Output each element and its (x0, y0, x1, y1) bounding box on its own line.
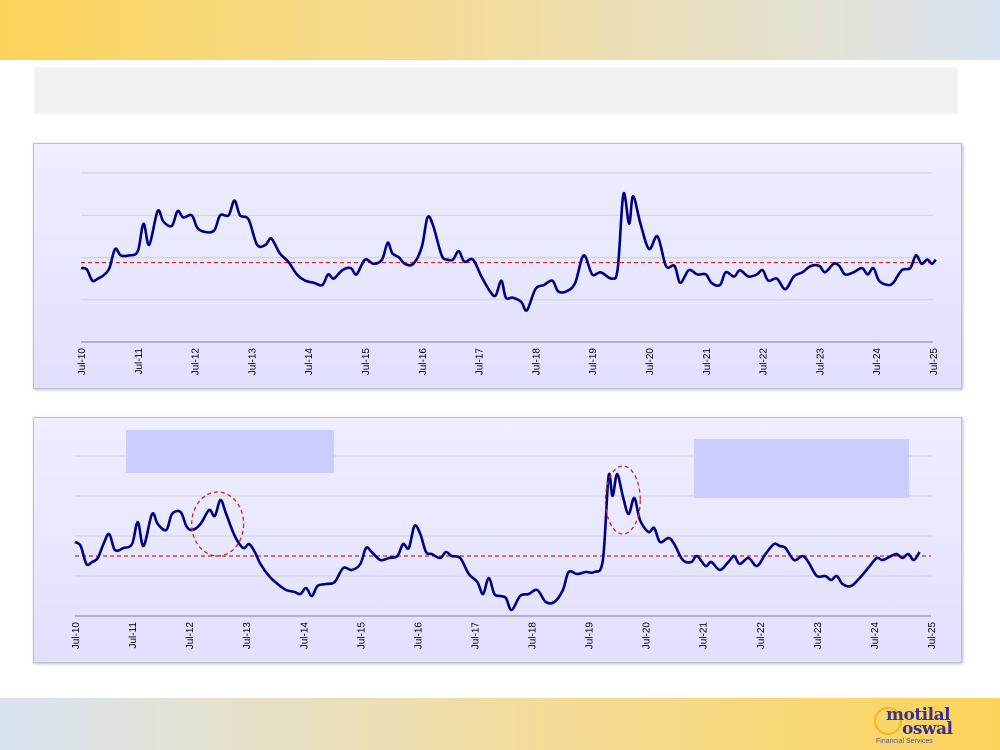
x-tick-label: Jul-15 (356, 622, 367, 650)
x-tick-label: Jul-20 (642, 622, 653, 650)
x-tick-label: Jul-21 (702, 348, 713, 376)
x-tick-label: Jul-12 (185, 622, 196, 650)
x-tick-label: Jul-11 (134, 348, 145, 375)
x-tick-label: Jul-18 (531, 348, 542, 376)
chart-bottom: Jul-10 Jul-11 Jul-12 Jul-13 Jul-14 Jul-15 Jul-… (71, 455, 938, 650)
series-line (80, 191, 937, 312)
x-tick-label: Jul-21 (699, 622, 710, 650)
highlight-ellipse (191, 491, 245, 557)
annotation-box-right (694, 439, 909, 498)
x-tick-label: Jul-12 (191, 348, 202, 376)
x-tick-label: Jul-23 (815, 348, 826, 376)
header-band (0, 0, 1000, 60)
chart-top: Jul-10 Jul-11 Jul-12 Jul-13 Jul-14 Jul-15 Jul-… (77, 172, 940, 376)
logo-text-line2: oswal (902, 719, 953, 739)
x-tick-label: Jul-25 (927, 622, 938, 650)
page-title-bar (34, 67, 958, 114)
x-tick-label: Jul-23 (813, 622, 824, 650)
x-tick-label: Jul-14 (299, 622, 310, 650)
x-tick-label: Jul-13 (242, 622, 253, 650)
logo-text-line1: motilal (886, 705, 951, 725)
x-tick-label: Jul-15 (361, 348, 372, 376)
x-tick-label: Jul-10 (77, 348, 88, 376)
x-tick-label: Jul-10 (71, 622, 82, 650)
logo-ring-icon (874, 707, 902, 735)
series-line (74, 472, 921, 612)
x-tick-label: Jul-19 (588, 348, 599, 376)
x-tick-label: Jul-24 (872, 348, 883, 376)
chart-panel-top: Jul-10 Jul-11 Jul-12 Jul-13 Jul-14 Jul-15 Jul-… (33, 143, 962, 389)
x-tick-label: Jul-25 (929, 348, 940, 376)
annotation-box-left (126, 430, 334, 473)
x-tick-label: Jul-16 (418, 348, 429, 376)
x-tick-label: Jul-18 (528, 622, 539, 650)
x-tick-label: Jul-22 (759, 348, 770, 376)
x-tick-label: Jul-20 (645, 348, 656, 376)
x-tick-label: Jul-13 (247, 348, 258, 376)
footer-band (0, 698, 1000, 750)
x-tick-label: Jul-24 (870, 622, 881, 650)
logo-tagline: Financial Services (876, 738, 933, 745)
highlight-ellipse (604, 465, 641, 535)
x-tick-label: Jul-22 (756, 622, 767, 650)
x-tick-label: Jul-17 (475, 348, 486, 376)
x-tick-label: Jul-16 (413, 622, 424, 650)
x-tick-label: Jul-11 (128, 622, 139, 649)
x-tick-label: Jul-19 (585, 622, 596, 650)
x-tick-label: Jul-14 (304, 348, 315, 376)
company-logo: motilal oswal Financial Services (872, 705, 962, 747)
chart-panel-bottom: Jul-10 Jul-11 Jul-12 Jul-13 Jul-14 Jul-15 Jul-… (33, 417, 962, 663)
x-tick-label: Jul-17 (470, 622, 481, 650)
